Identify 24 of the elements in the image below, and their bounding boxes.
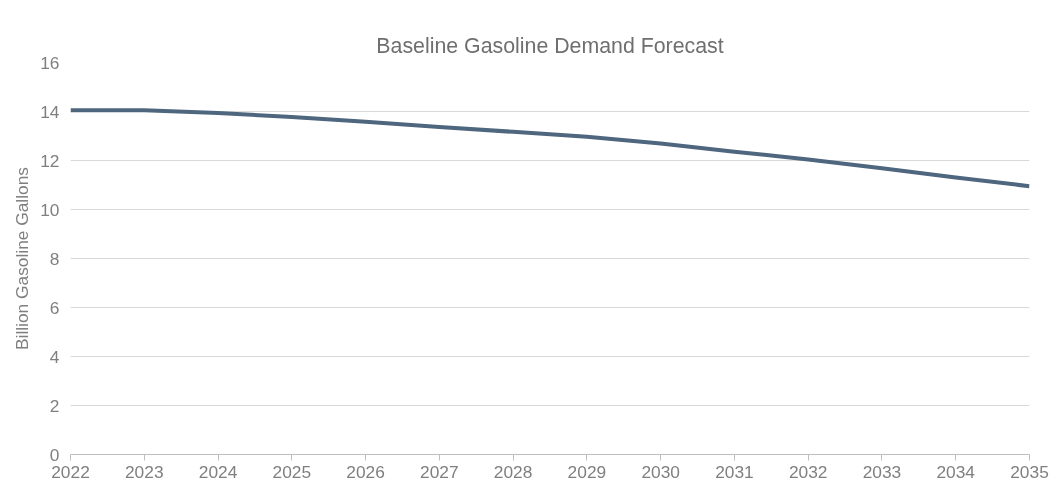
x-tick-label: 2035 <box>1010 461 1049 482</box>
y-tick-label: 16 <box>40 52 60 73</box>
x-tick-label: 2026 <box>346 461 385 482</box>
chart-title: Baseline Gasoline Demand Forecast <box>376 33 724 58</box>
x-tick-label: 2032 <box>788 461 828 482</box>
y-tick-label: 2 <box>49 395 60 416</box>
x-tick-label: 2023 <box>125 461 164 482</box>
x-tick-label: 2024 <box>198 461 238 482</box>
y-tick-label: 4 <box>49 346 60 367</box>
x-tick-label: 2029 <box>567 461 607 482</box>
y-tick-label: 8 <box>49 248 60 269</box>
y-axis-title: Billion Gasoline Gallons <box>12 166 33 350</box>
y-tick-label: 14 <box>40 101 60 122</box>
y-tick-label: 12 <box>40 150 60 171</box>
x-tick-label: 2025 <box>272 461 312 482</box>
x-tick-label: 2033 <box>862 461 902 482</box>
x-tick-label: 2027 <box>420 461 459 482</box>
x-tick-label: 2034 <box>936 461 976 482</box>
x-tick-label: 2031 <box>715 461 754 482</box>
x-tick-label: 2028 <box>493 461 533 482</box>
y-tick-label: 6 <box>49 297 60 318</box>
y-tick-label: 10 <box>40 199 60 220</box>
x-tick-label: 2030 <box>641 461 680 482</box>
line-series <box>70 108 1030 189</box>
